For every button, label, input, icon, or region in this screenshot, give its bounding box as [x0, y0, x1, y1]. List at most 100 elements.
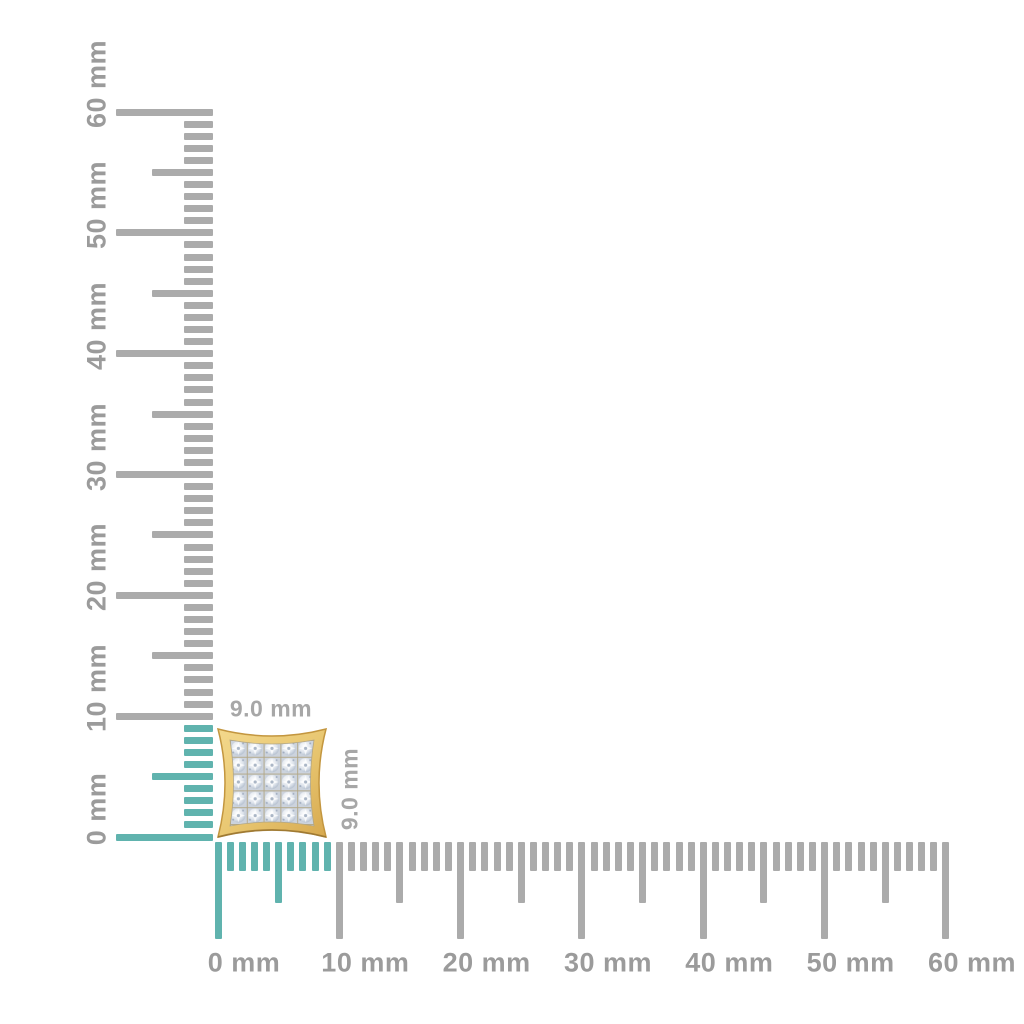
v-tick-23mm [184, 555, 213, 563]
h-tick-34mm [627, 842, 635, 871]
h-tick-23mm [493, 842, 501, 871]
h-tick-15mm [396, 842, 404, 903]
h-tick-33mm [614, 842, 622, 871]
v-ruler-label-0mm: 0 mm [81, 772, 112, 846]
h-tick-5mm [275, 842, 283, 903]
v-tick-54mm [184, 181, 213, 189]
v-tick-39mm [184, 362, 213, 370]
v-tick-17mm [184, 628, 213, 636]
v-tick-51mm [184, 217, 213, 225]
h-tick-16mm [408, 842, 416, 871]
h-tick-59mm [930, 842, 938, 871]
v-tick-38mm [184, 374, 213, 382]
h-tick-40mm [699, 842, 707, 939]
h-ruler-label-10mm: 10 mm [321, 947, 410, 978]
h-tick-0mm [214, 842, 222, 939]
h-tick-13mm [372, 842, 380, 871]
v-tick-60mm [116, 108, 213, 116]
h-tick-17mm [420, 842, 428, 871]
v-tick-7mm [184, 748, 213, 756]
h-tick-60mm [942, 842, 950, 939]
h-tick-30mm [578, 842, 586, 939]
h-tick-55mm [881, 842, 889, 903]
v-tick-45mm [152, 289, 213, 297]
v-tick-40mm [116, 350, 213, 358]
setting-shadow-edge [217, 829, 327, 838]
h-tick-12mm [360, 842, 368, 871]
h-tick-3mm [250, 842, 258, 871]
h-tick-8mm [311, 842, 319, 871]
v-tick-30mm [116, 471, 213, 478]
h-tick-39mm [687, 842, 695, 871]
v-tick-1mm [184, 821, 213, 829]
v-tick-52mm [184, 205, 213, 213]
v-tick-46mm [184, 277, 213, 285]
v-tick-43mm [184, 313, 213, 321]
h-tick-51mm [833, 842, 841, 871]
h-tick-11mm [347, 842, 355, 871]
h-ruler-label-0mm: 0 mm [207, 947, 281, 978]
v-tick-34mm [184, 422, 213, 430]
h-tick-31mm [590, 842, 598, 871]
v-tick-37mm [184, 386, 213, 394]
pave-diamond-face [229, 739, 315, 827]
v-tick-35mm [152, 410, 213, 418]
h-tick-6mm [287, 842, 295, 871]
v-ruler-label-60mm: 60 mm [81, 39, 112, 129]
h-tick-27mm [542, 842, 550, 871]
v-tick-58mm [184, 132, 213, 140]
v-ruler-label-10mm: 10 mm [81, 644, 112, 733]
v-ruler-label-40mm: 40 mm [81, 281, 112, 370]
h-ruler-label-20mm: 20 mm [442, 947, 531, 978]
v-tick-10mm [116, 712, 213, 720]
v-tick-49mm [184, 241, 213, 249]
item-height-label: 9.0 mm [336, 747, 363, 831]
h-tick-49mm [809, 842, 817, 871]
v-tick-8mm [184, 736, 213, 744]
v-tick-4mm [184, 785, 213, 793]
v-tick-42mm [184, 326, 213, 333]
h-tick-41mm [711, 842, 719, 871]
v-tick-24mm [184, 543, 213, 551]
h-ruler-label-30mm: 30 mm [563, 947, 653, 978]
v-tick-53mm [184, 193, 213, 201]
h-tick-36mm [651, 842, 659, 871]
h-tick-4mm [263, 842, 271, 871]
h-tick-10mm [335, 842, 343, 939]
v-tick-19mm [184, 603, 213, 611]
v-tick-20mm [116, 591, 213, 599]
h-tick-24mm [505, 842, 513, 871]
v-tick-13mm [184, 676, 213, 684]
h-tick-53mm [857, 842, 865, 871]
v-tick-36mm [184, 398, 213, 406]
h-tick-50mm [821, 842, 829, 939]
h-tick-47mm [784, 842, 792, 871]
v-tick-57mm [184, 144, 213, 152]
v-tick-59mm [184, 120, 213, 128]
v-tick-33mm [184, 434, 213, 442]
h-ruler-label-50mm: 50 mm [806, 947, 895, 978]
h-tick-35mm [639, 842, 647, 903]
h-tick-2mm [238, 842, 246, 871]
h-tick-9mm [323, 842, 331, 871]
h-tick-44mm [748, 842, 756, 871]
v-tick-25mm [152, 531, 213, 539]
v-tick-6mm [184, 761, 213, 768]
v-tick-18mm [184, 616, 213, 623]
v-tick-28mm [184, 495, 213, 503]
earring-image [216, 727, 328, 839]
h-tick-20mm [457, 842, 465, 939]
v-tick-29mm [184, 483, 213, 491]
h-tick-37mm [663, 842, 671, 871]
v-ruler-label-50mm: 50 mm [81, 160, 112, 249]
v-tick-22mm [184, 567, 213, 575]
v-tick-41mm [184, 338, 213, 346]
v-tick-48mm [184, 253, 213, 261]
h-ruler-label-60mm: 60 mm [927, 947, 1016, 978]
v-tick-9mm [184, 724, 213, 732]
h-tick-21mm [469, 842, 477, 871]
h-tick-54mm [869, 842, 877, 871]
h-ruler-label-40mm: 40 mm [685, 947, 774, 978]
h-tick-7mm [299, 842, 307, 871]
h-tick-28mm [554, 842, 562, 871]
